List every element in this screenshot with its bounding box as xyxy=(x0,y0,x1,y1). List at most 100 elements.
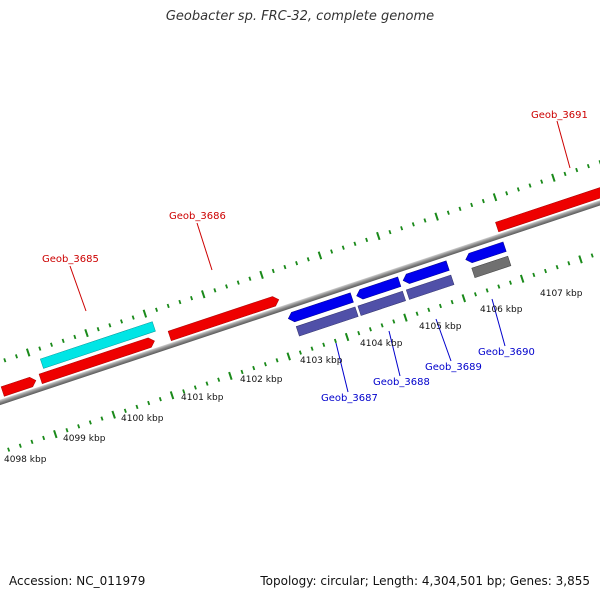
minor-tick xyxy=(532,272,536,278)
major-tick xyxy=(286,352,291,361)
minor-tick xyxy=(563,171,567,177)
scale-label: 4099 kbp xyxy=(63,434,106,444)
minor-tick xyxy=(586,163,590,169)
minor-tick xyxy=(248,276,252,281)
minor-tick xyxy=(178,299,182,305)
minor-tick xyxy=(271,268,275,274)
minor-tick xyxy=(497,284,501,289)
major-tick xyxy=(259,270,264,279)
minor-tick xyxy=(217,377,221,382)
genome-backbone xyxy=(0,192,600,413)
minor-tick xyxy=(295,261,299,266)
minor-tick xyxy=(427,307,431,313)
minor-tick xyxy=(450,299,454,305)
minor-tick xyxy=(446,210,450,215)
minor-tick xyxy=(96,327,100,332)
gene-feature-geob-3685[interactable] xyxy=(38,336,156,384)
minor-tick xyxy=(473,292,477,297)
scale-label: 4106 kbp xyxy=(480,305,523,315)
scale-label: 4104 kbp xyxy=(360,339,403,349)
major-tick xyxy=(169,391,175,400)
major-tick xyxy=(461,294,467,303)
minor-tick xyxy=(353,241,357,246)
minor-tick xyxy=(135,404,139,410)
rna-feature-cyan[interactable] xyxy=(40,321,156,369)
leader-line-geob-3687 xyxy=(335,342,349,393)
major-tick xyxy=(53,429,58,439)
major-tick xyxy=(578,255,583,264)
minor-tick xyxy=(438,303,442,309)
major-tick xyxy=(376,231,381,241)
gene-feature-geob-3687[interactable] xyxy=(287,292,354,324)
gene-label-geob-3687[interactable]: Geob_3687 xyxy=(321,393,378,404)
pseudo-feature-3690[interactable] xyxy=(471,255,512,278)
minor-tick xyxy=(357,330,361,336)
minor-tick xyxy=(240,369,244,375)
minor-tick xyxy=(123,408,127,413)
major-tick xyxy=(492,193,498,202)
leader-line-geob-3686 xyxy=(196,222,213,271)
scale-label: 4105 kbp xyxy=(419,322,462,332)
gene-label-geob-3688[interactable]: Geob_3688 xyxy=(373,377,430,388)
minor-tick xyxy=(392,319,396,324)
minor-tick xyxy=(411,222,415,227)
major-tick xyxy=(403,313,408,322)
minor-tick xyxy=(7,447,11,452)
gene-feature-geob-3689[interactable] xyxy=(402,260,450,285)
minor-tick xyxy=(283,264,287,270)
major-tick xyxy=(201,290,206,299)
minor-tick xyxy=(3,358,7,363)
minor-tick xyxy=(322,342,326,347)
minor-tick xyxy=(236,280,240,285)
minor-tick xyxy=(18,443,22,448)
minor-tick xyxy=(470,202,474,208)
leader-line-geob-3691 xyxy=(556,120,571,169)
minor-tick xyxy=(528,183,532,188)
minor-tick xyxy=(61,338,65,344)
inner-scale-ticks xyxy=(7,253,594,452)
minor-tick xyxy=(555,264,559,270)
minor-tick xyxy=(182,389,186,394)
minor-tick xyxy=(100,416,104,421)
minor-tick xyxy=(108,323,112,328)
major-tick xyxy=(317,251,323,260)
gene-label-geob-3691[interactable]: Geob_3691 xyxy=(531,110,588,121)
major-tick xyxy=(434,212,439,221)
minor-tick xyxy=(400,226,404,231)
cds-feature-3687[interactable] xyxy=(295,306,359,337)
cds-feature-3688[interactable] xyxy=(357,290,406,316)
minor-tick xyxy=(388,229,392,235)
minor-tick xyxy=(509,280,512,285)
minor-tick xyxy=(423,218,427,223)
minor-tick xyxy=(263,362,267,367)
leader-line-geob-3689 xyxy=(435,318,452,362)
gene-label-geob-3690[interactable]: Geob_3690 xyxy=(478,347,535,358)
minor-tick xyxy=(190,295,194,301)
minor-tick xyxy=(131,315,135,320)
minor-tick xyxy=(567,261,571,266)
cds-feature-3689[interactable] xyxy=(405,274,455,300)
minor-tick xyxy=(540,179,544,184)
minor-tick xyxy=(333,338,337,344)
gene-feature-geob-3690[interactable] xyxy=(464,241,507,264)
gene-label-geob-3686[interactable]: Geob_3686 xyxy=(169,211,226,222)
gene-label-geob-3685[interactable]: Geob_3685 xyxy=(42,254,99,265)
gene-feature-geob-3688[interactable] xyxy=(355,276,402,301)
minor-tick xyxy=(590,253,594,258)
minor-tick xyxy=(147,400,151,406)
minor-tick xyxy=(158,396,162,402)
gene-label-geob-3689[interactable]: Geob_3689 xyxy=(425,362,482,373)
minor-tick xyxy=(120,319,124,324)
minor-tick xyxy=(275,358,279,363)
minor-tick xyxy=(544,268,547,274)
accession-text: Accession: NC_011979 xyxy=(9,574,146,588)
leader-line-geob-3688 xyxy=(388,330,401,377)
scale-label: 4102 kbp xyxy=(240,375,283,385)
map-title: Geobacter sp. FRC-32, complete genome xyxy=(165,9,435,24)
gene-feature-geob-3686[interactable] xyxy=(167,295,280,342)
gene-feature-geob-3691[interactable] xyxy=(495,180,600,233)
minor-tick xyxy=(365,237,369,243)
gene-feature-red[interactable] xyxy=(0,376,37,397)
scale-label: 4101 kbp xyxy=(181,393,224,403)
